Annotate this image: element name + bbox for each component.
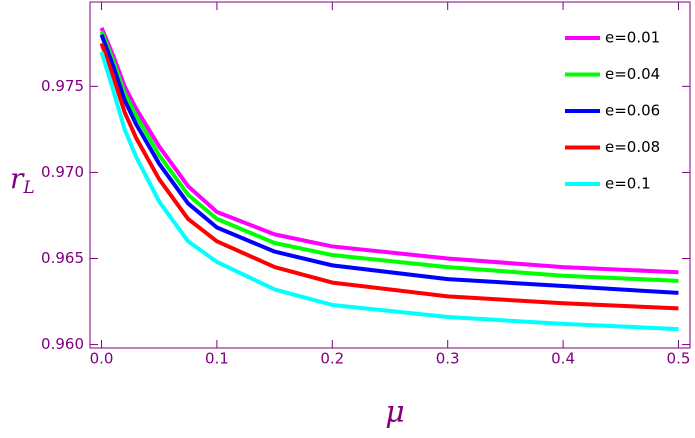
x-tick-label: 0.4 (551, 350, 575, 368)
x-tick-label: 0.0 (90, 350, 114, 368)
x-axis-label: μ (385, 395, 405, 430)
legend-label: e=0.06 (605, 102, 660, 120)
line-series (99, 27, 679, 275)
line-series (99, 34, 679, 295)
legend-label: e=0.1 (605, 175, 651, 193)
line-series (99, 42, 679, 311)
y-tick-label: 0.975 (41, 77, 84, 95)
y-tick-label: 0.960 (41, 335, 84, 353)
y-tick-label: 0.965 (41, 249, 84, 267)
x-tick-label: 0.1 (205, 350, 229, 368)
legend-label: e=0.04 (605, 65, 660, 83)
x-tick-label: 0.2 (320, 350, 344, 368)
plot-frame (89, 1, 691, 349)
line-series (99, 30, 679, 283)
y-axis-label: rL (10, 162, 35, 198)
line-series (99, 51, 679, 332)
legend-label: e=0.01 (605, 29, 660, 47)
x-tick-label: 0.5 (667, 350, 691, 368)
y-axis-label-main: r (10, 162, 25, 195)
y-axis-label-sub: L (22, 178, 34, 198)
y-tick-label: 0.970 (41, 163, 84, 181)
legend-label: e=0.08 (605, 138, 660, 156)
x-tick-label: 0.3 (436, 350, 460, 368)
